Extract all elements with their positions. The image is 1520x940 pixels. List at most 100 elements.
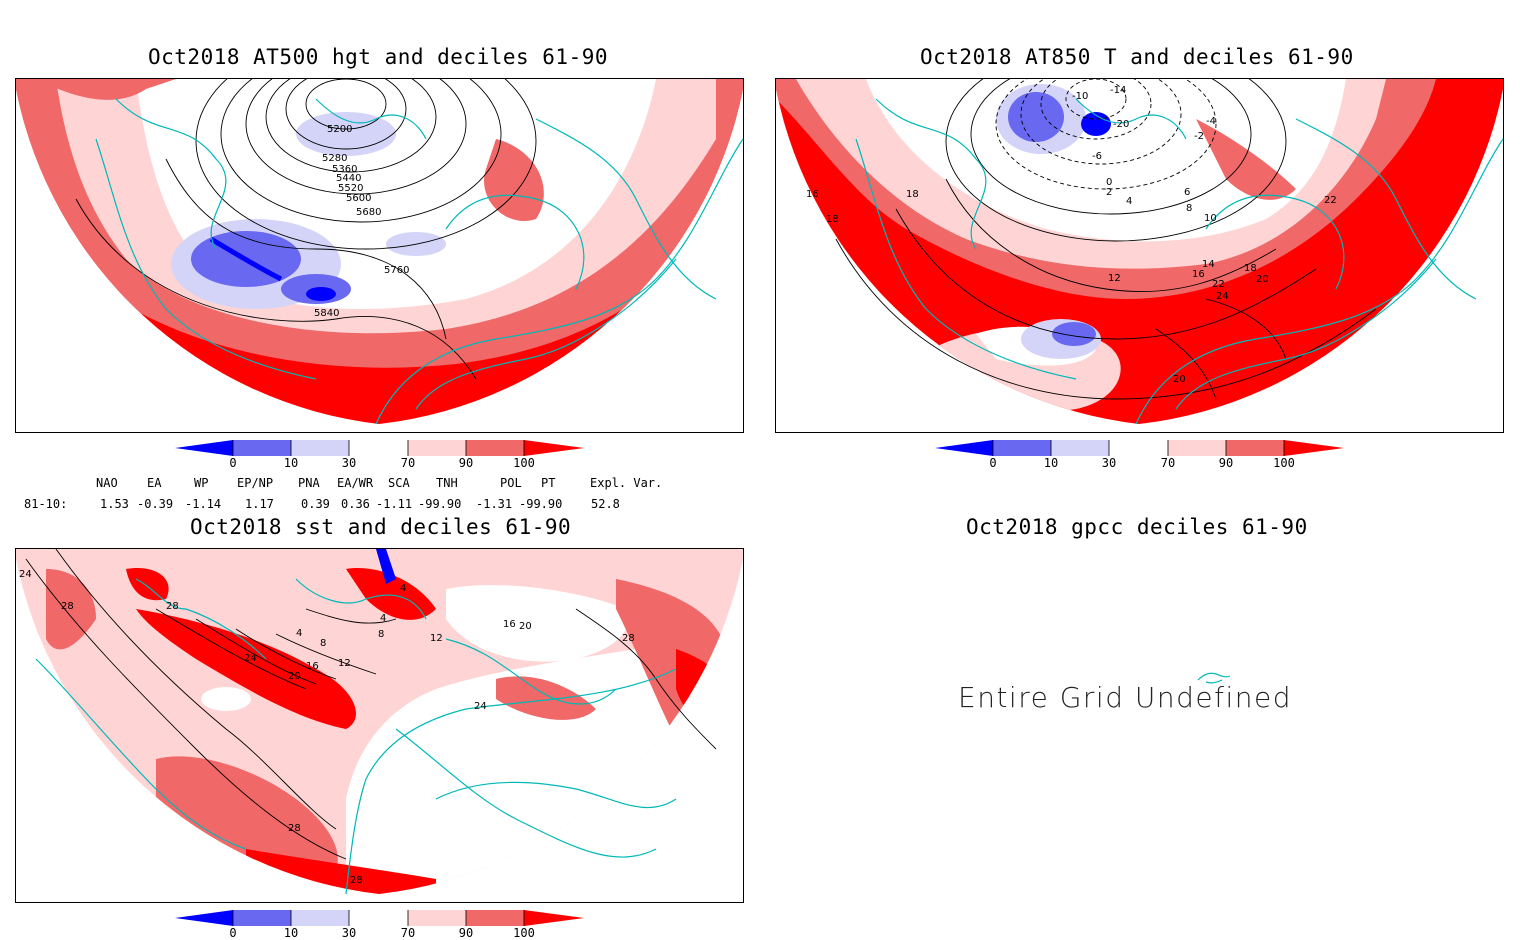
- index-header: EA/WR: [337, 476, 374, 490]
- svg-text:28: 28: [622, 633, 635, 644]
- index-value: -99.90: [519, 497, 563, 511]
- svg-text:-14: -14: [1110, 85, 1126, 96]
- sst-title: Oct2018 sst and deciles 61-90: [190, 515, 572, 539]
- svg-text:20: 20: [1173, 374, 1186, 385]
- colorbar-label: 0: [989, 456, 997, 470]
- svg-text:-6: -6: [1092, 151, 1102, 162]
- colorbar-label: 90: [1218, 456, 1234, 470]
- colorbar-segment: [1109, 440, 1168, 456]
- colorbar-segment: [175, 910, 233, 926]
- svg-text:20: 20: [288, 671, 301, 682]
- index-value: -1.11: [376, 497, 413, 511]
- svg-text:5520: 5520: [338, 183, 363, 194]
- index-value: -0.39: [137, 497, 174, 511]
- svg-text:5760: 5760: [384, 265, 409, 276]
- hgt500-contour-labels: 5200 5280 5360 5440 5520 5600 5680 5760 …: [314, 124, 409, 319]
- svg-text:16: 16: [503, 619, 516, 630]
- svg-text:24: 24: [244, 653, 257, 664]
- index-value: 1.17: [245, 497, 274, 511]
- colorbar-label: 90: [458, 926, 474, 940]
- colorbar-segment: [1226, 440, 1284, 456]
- colorbar-segment: [408, 910, 466, 926]
- svg-text:5600: 5600: [346, 193, 371, 204]
- colorbar-segment: [935, 440, 993, 456]
- colorbar-label: 70: [400, 456, 416, 470]
- svg-text:24: 24: [474, 701, 487, 712]
- colorbar-segment: [993, 440, 1051, 456]
- index-header: Expl. Var.: [590, 476, 663, 490]
- index-header: POL: [500, 476, 522, 490]
- svg-text:-2: -2: [1194, 131, 1204, 142]
- colorbar-label: 100: [513, 926, 535, 940]
- colorbar-label: 10: [283, 926, 299, 940]
- svg-text:28: 28: [350, 875, 363, 886]
- hgt500-title: Oct2018 AT500 hgt and deciles 61-90: [148, 45, 609, 69]
- colorbar-segment: [466, 910, 524, 926]
- colorbar-segment: [233, 440, 291, 456]
- svg-text:18: 18: [1244, 263, 1257, 274]
- index-value: -1.14: [185, 497, 222, 511]
- colorbar-label: 30: [341, 926, 357, 940]
- colorbar-label: 70: [1160, 456, 1176, 470]
- colorbar-segment: [233, 910, 291, 926]
- svg-text:5200: 5200: [327, 124, 352, 135]
- colorbar-label: 100: [1273, 456, 1295, 470]
- t850-map: -14 -10 -20 -6 -4 -2 0 2 4 6 8 10 12 14 …: [775, 78, 1504, 433]
- sst-map: 24 28 28 24 20 16 12 8 4 4 8 4 12 16 20 …: [15, 548, 744, 903]
- svg-text:5360: 5360: [332, 164, 357, 175]
- svg-text:16: 16: [306, 661, 319, 672]
- colorbar-segment: [175, 440, 233, 456]
- svg-text:28: 28: [61, 601, 74, 612]
- index-value: 0.39: [301, 497, 330, 511]
- colorbar-label: 90: [458, 456, 474, 470]
- svg-text:20: 20: [519, 621, 532, 632]
- svg-text:28: 28: [166, 601, 179, 612]
- index-header: EA: [147, 476, 162, 490]
- t850-contour-labels: -14 -10 -20 -6 -4 -2 0 2 4 6 8 10 12 14 …: [806, 85, 1337, 385]
- colorbar-segment: [349, 440, 408, 456]
- svg-text:12: 12: [338, 658, 351, 669]
- svg-text:4: 4: [296, 628, 302, 639]
- svg-text:8: 8: [1186, 203, 1192, 214]
- svg-text:5440: 5440: [336, 173, 361, 184]
- colorbar-label: 30: [1101, 456, 1117, 470]
- colorbar-segment: [349, 910, 408, 926]
- index-value: -1.31: [476, 497, 513, 511]
- svg-text:12: 12: [1108, 273, 1121, 284]
- svg-text:24: 24: [19, 569, 32, 580]
- svg-text:14: 14: [1202, 259, 1215, 270]
- svg-text:4: 4: [1126, 196, 1132, 207]
- colorbar-segment: [1051, 440, 1109, 456]
- svg-text:8: 8: [378, 629, 384, 640]
- colorbar-label: 100: [513, 456, 535, 470]
- svg-text:-4: -4: [1206, 116, 1216, 127]
- gpcc-title: Oct2018 gpcc deciles 61-90: [966, 515, 1308, 539]
- svg-text:2: 2: [1106, 187, 1112, 198]
- svg-text:5840: 5840: [314, 308, 339, 319]
- t850-title: Oct2018 AT850 T and deciles 61-90: [920, 45, 1354, 69]
- index-header: EP/NP: [237, 476, 274, 490]
- sst-colorbar: [175, 910, 584, 926]
- gpcc-coastline-fragment: [1197, 672, 1231, 684]
- colorbar-segment: [291, 440, 349, 456]
- svg-text:-20: -20: [1113, 119, 1129, 130]
- svg-text:28: 28: [288, 823, 301, 834]
- colorbar-segment: [1284, 440, 1344, 456]
- svg-text:16: 16: [806, 189, 819, 200]
- svg-text:-10: -10: [1072, 91, 1088, 102]
- t850-colorbar: [935, 440, 1344, 456]
- index-value: 52.8: [591, 497, 620, 511]
- svg-text:0: 0: [1106, 177, 1112, 188]
- svg-text:18: 18: [906, 189, 919, 200]
- colorbar-label: 10: [1043, 456, 1059, 470]
- hgt500-colorbar: [175, 440, 584, 456]
- svg-text:6: 6: [1184, 187, 1190, 198]
- colorbar-label: 70: [400, 926, 416, 940]
- colorbar-label: 10: [283, 456, 299, 470]
- colorbar-segment: [524, 910, 584, 926]
- colorbar-segment: [291, 910, 349, 926]
- svg-text:22: 22: [1212, 279, 1225, 290]
- svg-text:12: 12: [430, 633, 443, 644]
- svg-text:8: 8: [320, 638, 326, 649]
- index-row-label: 81-10:: [24, 497, 68, 511]
